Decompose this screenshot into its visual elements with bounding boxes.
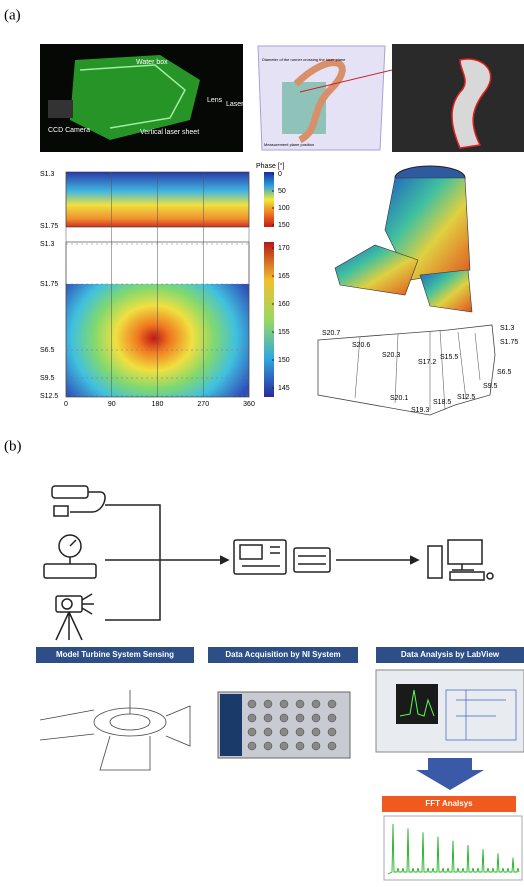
x-tick-label: 180 — [152, 401, 164, 408]
y-label: S1.3 — [40, 241, 55, 248]
labview-graph — [396, 684, 438, 724]
y-label: S6.5 — [40, 347, 55, 354]
colorbar-tick-label: 170 — [278, 245, 290, 252]
section-label: S20.3 — [382, 352, 400, 359]
connector — [296, 742, 304, 750]
x-tick-label: 90 — [108, 401, 116, 408]
colorbar-tick-label: 100 — [278, 205, 290, 212]
connector — [280, 714, 288, 722]
connector — [280, 742, 288, 750]
panel-label: (b) — [4, 438, 22, 454]
banner-text: Data Acquisition by NI System — [225, 650, 340, 659]
y-label: S1.75 — [40, 281, 58, 288]
x-tick-label: 0 — [64, 401, 68, 408]
colorbar-tick-label: 150 — [278, 357, 290, 364]
section-label: S20.7 — [322, 330, 340, 337]
colorbar-tick-label: 155 — [278, 329, 290, 336]
colorbar-tick-label: 150 — [278, 222, 290, 229]
connector — [280, 728, 288, 736]
annotation: Measurement plane position — [264, 142, 314, 147]
section-label: S20.1 — [390, 395, 408, 402]
connector — [312, 728, 320, 736]
y-label: S9.5 — [40, 375, 55, 382]
colorbar-title: Phase [°] — [256, 162, 285, 170]
annotation: CCD Camera — [48, 127, 90, 134]
colorbar-tick-label: 160 — [278, 301, 290, 308]
y-label: S12.5 — [40, 393, 58, 400]
colorbar-tick-label: 50 — [278, 188, 286, 195]
section-label: S15.5 — [440, 354, 458, 361]
section-label: S18.5 — [433, 399, 451, 406]
section-label: S20.6 — [352, 342, 370, 349]
connector — [296, 714, 304, 722]
y-label: S1.75 — [40, 223, 58, 230]
down-arrow — [416, 758, 484, 790]
annotation: Laser — [226, 101, 244, 108]
figure: (a) Water box CCD Camera Vertical laser … — [0, 0, 524, 882]
banner-text: Data Analysis by LabView — [401, 650, 500, 659]
turbine-sketch — [40, 690, 190, 770]
connector — [296, 700, 304, 708]
ni-controller — [220, 694, 242, 756]
camera — [48, 100, 73, 118]
connector — [264, 714, 272, 722]
amplitude-colorbar — [264, 242, 274, 397]
connector — [248, 714, 256, 722]
annotation: Lens — [207, 97, 223, 104]
banner-text: FFT Analsys — [425, 799, 473, 808]
section-label: S12.5 — [457, 394, 475, 401]
connector — [248, 742, 256, 750]
x-tick-label: 270 — [197, 401, 209, 408]
connector — [312, 714, 320, 722]
connector — [328, 728, 336, 736]
connector — [296, 728, 304, 736]
phase-colorbar — [264, 172, 274, 227]
surface-piece — [420, 270, 472, 312]
section-label: S1.3 — [500, 325, 515, 332]
x-tick-label: 360 — [243, 401, 255, 408]
connector — [280, 700, 288, 708]
colorbar-tick-label: 145 — [278, 385, 290, 392]
section-label: S6.5 — [497, 369, 512, 376]
annotation: Diameter of the runner crossing the lase… — [262, 57, 346, 62]
connector — [264, 728, 272, 736]
connector — [264, 700, 272, 708]
connector — [248, 728, 256, 736]
connector — [264, 742, 272, 750]
panel-label: (a) — [4, 7, 21, 23]
colorbar-tick-label: 0 — [278, 171, 282, 178]
colorbar-tick-label: 165 — [278, 273, 290, 280]
section-label: S17.2 — [418, 359, 436, 366]
section-label: S9.5 — [483, 383, 498, 390]
annotation: Water box — [136, 59, 168, 66]
connector — [328, 742, 336, 750]
connector — [328, 700, 336, 708]
connector — [312, 742, 320, 750]
y-label: S1.3 — [40, 171, 55, 178]
annotation: Vertical laser sheet — [140, 129, 199, 136]
sensor-icons — [44, 486, 493, 640]
section-label: S1.75 — [500, 339, 518, 346]
connector — [328, 714, 336, 722]
connector — [248, 700, 256, 708]
section-label: S19.3 — [411, 407, 429, 414]
banner-text: Model Turbine System Sensing — [56, 650, 174, 659]
connector — [312, 700, 320, 708]
